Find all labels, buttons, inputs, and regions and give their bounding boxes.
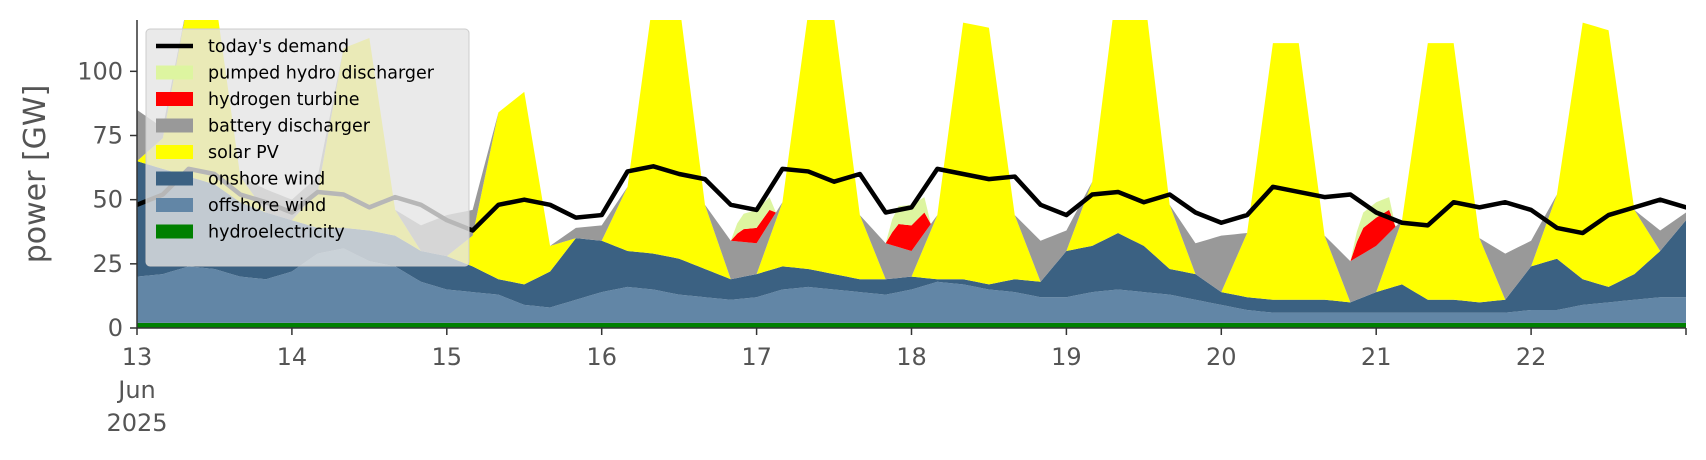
legend-label: battery discharger [208, 117, 371, 137]
x-tick-label: 22 [1516, 343, 1547, 371]
area-series-group [137, 20, 1686, 328]
y-tick-label: 75 [92, 122, 123, 150]
legend-item-hydrogen-turbine: hydrogen turbine [156, 90, 360, 110]
x-tick-label: 21 [1361, 343, 1392, 371]
x-tick-label: 17 [741, 343, 772, 371]
x-tick-label: 18 [896, 343, 927, 371]
legend-patch-swatch [156, 145, 193, 159]
axes-group: 0 25 50 75 100 13 Jun 2025 14 15 16 17 18 19 20 21 22 [77, 20, 1687, 437]
legend-patch-swatch [156, 118, 193, 133]
x-tick-label: 16 [586, 343, 617, 371]
legend-label: pumped hydro discharger [208, 64, 435, 84]
legend-patch-swatch [156, 224, 193, 239]
legend-patch-swatch [156, 65, 193, 80]
y-tick-label: 25 [92, 250, 123, 278]
area-solar-pv [137, 20, 1686, 303]
area-offshore-wind [137, 248, 1686, 323]
area-onshore-wind [137, 161, 1686, 313]
legend-label: offshore wind [208, 196, 326, 216]
legend-item-offshore-wind: offshore wind [156, 196, 326, 216]
legend-item-onshore-wind: onshore wind [156, 170, 325, 190]
y-tick-label: 50 [92, 186, 123, 214]
x-tick-label: 20 [1206, 343, 1237, 371]
legend-box [145, 28, 470, 267]
x-tick-label: 14 [277, 343, 308, 371]
y-tick-label: 0 [108, 314, 123, 342]
area-hydroelectricity [137, 322, 1686, 328]
legend-item-solar-pv: solar PV [156, 143, 279, 163]
y-tick-label: 100 [77, 57, 123, 85]
legend-item-today-s-demand: today's demand [156, 37, 349, 57]
legend-item-pumped-hydro-discharger: pumped hydro discharger [156, 64, 435, 84]
legend-patch-swatch [156, 198, 193, 212]
x-tick-label: 15 [432, 343, 463, 371]
legend: today's demand pumped hydro discharger hyd… [145, 28, 470, 267]
legend-patch-swatch [156, 171, 193, 186]
legend-label: hydroelectricity [208, 223, 345, 243]
legend-label: onshore wind [208, 170, 325, 190]
legend-item-hydroelectricity: hydroelectricity [156, 223, 345, 243]
legend-label: today's demand [208, 37, 349, 57]
legend-item-battery-discharger: battery discharger [156, 117, 371, 137]
legend-patch-swatch [156, 92, 193, 106]
legend-label: solar PV [208, 143, 279, 163]
area-pumped-hydro-discharger [137, 20, 1686, 262]
x-tick-label: 13 Jun 2025 [106, 343, 167, 437]
x-tick-label: 19 [1051, 343, 1082, 371]
legend-label: hydrogen turbine [208, 90, 360, 110]
y-axis-title: power [GW] [18, 85, 53, 264]
